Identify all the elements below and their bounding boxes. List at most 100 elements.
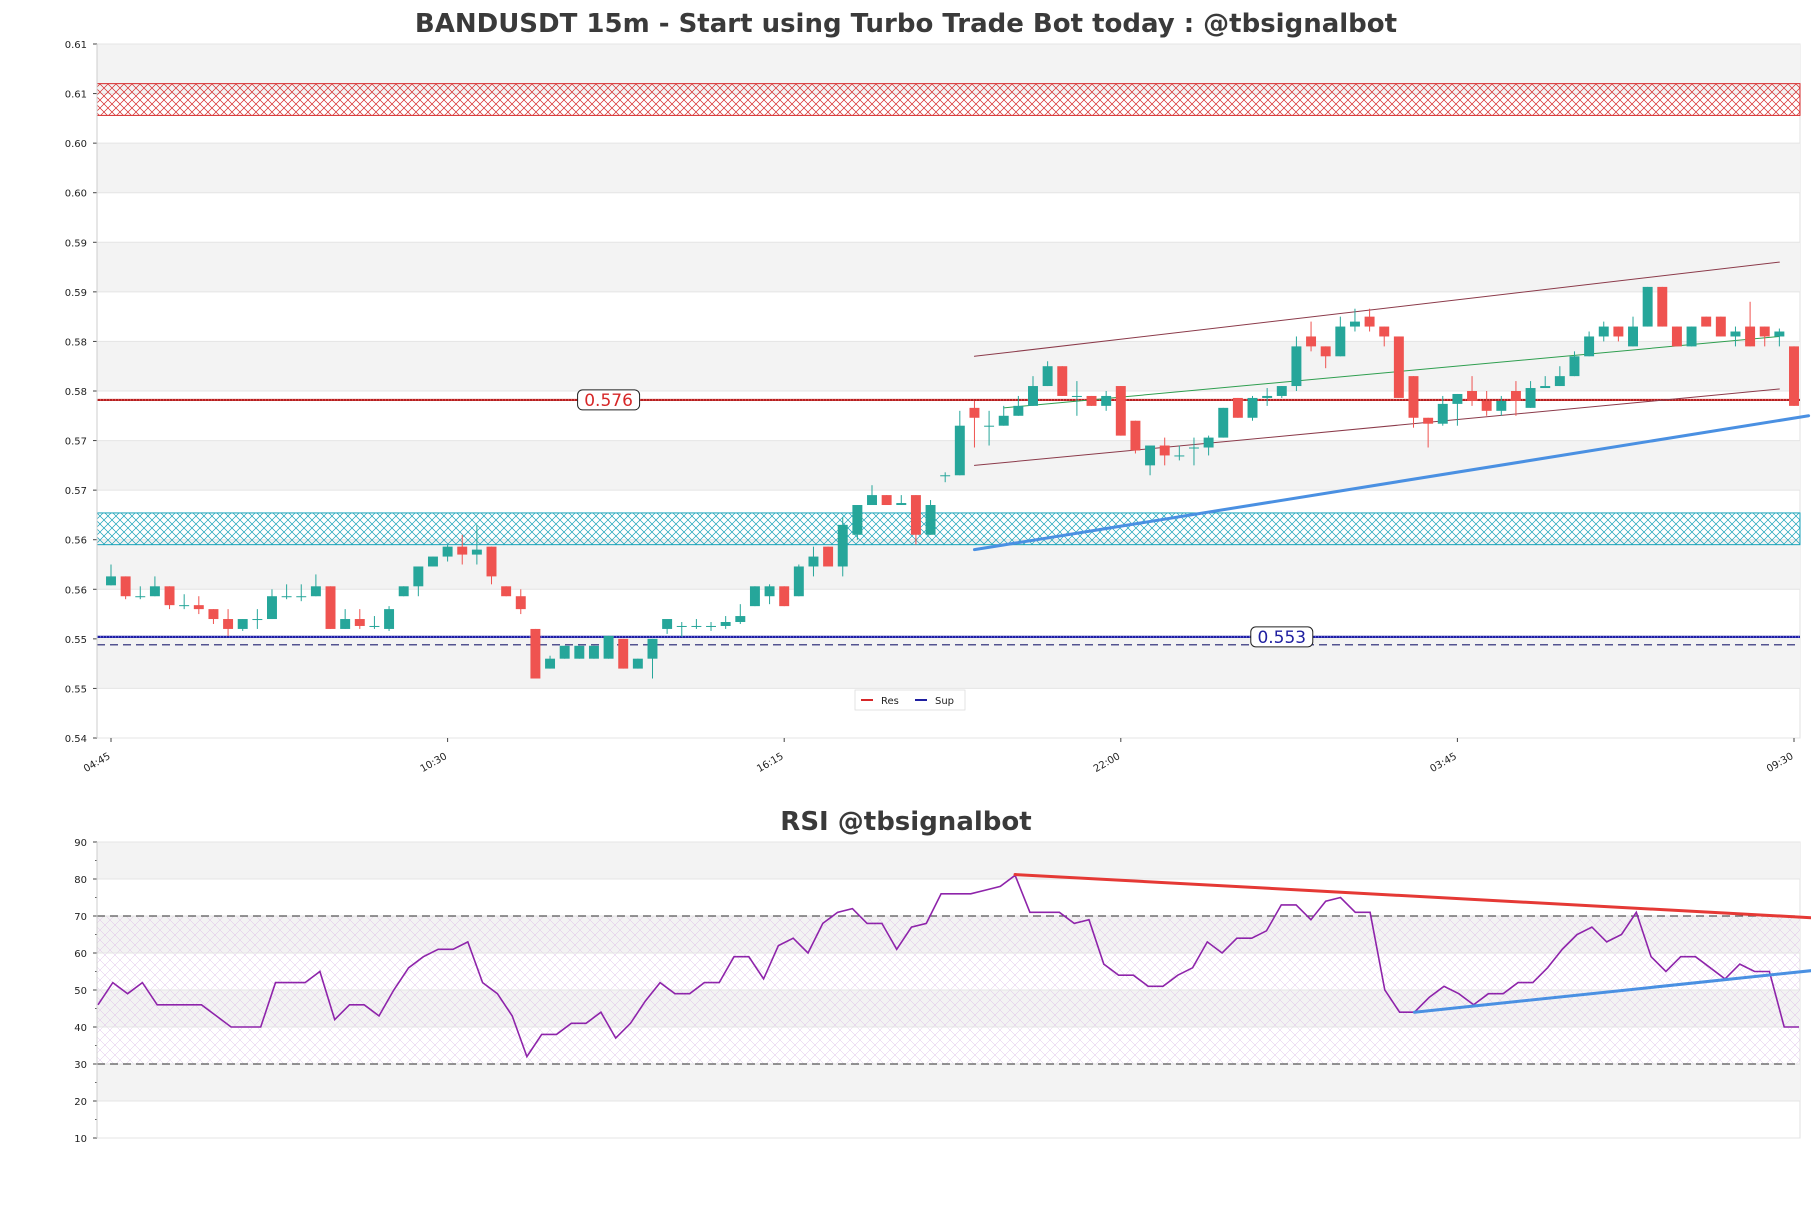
main-y-axis: 0.54 0.55 0.55 0.56 0.56 0.57 0.57 0.58 0.58 0.59…	[65, 40, 98, 745]
candle-body	[501, 586, 512, 597]
candle-body	[1408, 376, 1419, 418]
candle-body	[1013, 405, 1024, 416]
candle	[1715, 316, 1726, 337]
candle-body	[808, 556, 819, 567]
support-zone	[96, 512, 1801, 546]
candle-body	[1437, 403, 1448, 424]
rsi-plot-background	[96, 841, 1801, 1139]
candle	[588, 645, 599, 659]
candle-body	[208, 609, 219, 620]
candle-body	[1701, 316, 1712, 327]
rsi-trendline-1	[1412, 969, 1811, 1014]
candle	[749, 586, 760, 607]
y-tick-label: 0.58	[65, 337, 87, 348]
candle-body	[1759, 326, 1770, 337]
candle	[808, 546, 819, 577]
candle	[1408, 376, 1419, 428]
candle	[340, 609, 351, 629]
main-zones	[96, 83, 1801, 546]
candle	[1276, 386, 1287, 398]
main-grid-band	[97, 143, 1800, 193]
candle-body	[413, 566, 424, 587]
rsi-line	[97, 874, 1799, 1059]
candle-body	[1423, 417, 1434, 424]
candle-body	[354, 619, 365, 626]
candle-body	[296, 596, 307, 598]
candle-body	[588, 645, 599, 659]
candle-body	[1101, 395, 1112, 406]
candle-body	[149, 586, 160, 597]
candle-body	[1496, 400, 1507, 411]
candle-body	[1247, 397, 1258, 418]
candle-body	[1481, 400, 1492, 411]
candle-body	[398, 586, 409, 597]
candle	[823, 546, 834, 567]
candle-body	[1789, 346, 1799, 406]
candle-body	[1598, 326, 1609, 337]
main-x-axis: 04:45 10:30 16:15 22:00 03:45 09:30	[82, 738, 1796, 775]
candle-body	[310, 586, 321, 597]
candle	[135, 586, 146, 600]
candle-body	[720, 622, 731, 626]
candle	[1364, 308, 1375, 332]
candle-body	[1262, 395, 1273, 398]
candle-body	[1584, 336, 1595, 357]
trendline-2	[973, 261, 1780, 357]
candle	[164, 586, 175, 610]
candle	[106, 564, 116, 586]
candle	[1291, 336, 1302, 391]
candle-body	[1364, 316, 1375, 327]
candle-body	[1510, 391, 1521, 401]
candle-body	[1349, 321, 1360, 327]
candle-body	[237, 619, 248, 629]
rsi-guides	[97, 915, 1800, 1065]
y-tick-label: 0.55	[65, 684, 87, 695]
candle-body	[881, 495, 892, 506]
candle-body	[1745, 326, 1756, 347]
candle	[1730, 326, 1741, 347]
support-level-label: 0.553	[1257, 628, 1306, 648]
candle-body	[954, 425, 965, 476]
candle-body	[442, 546, 453, 557]
candle	[1510, 381, 1521, 416]
candle	[208, 609, 219, 624]
candle-body	[925, 505, 936, 535]
candle	[1071, 381, 1082, 416]
candle	[398, 586, 409, 597]
candle-body	[1554, 376, 1565, 387]
candle-body	[1671, 326, 1682, 347]
candle-body	[1613, 326, 1624, 337]
candle-body	[427, 556, 438, 567]
candle-body	[193, 605, 204, 610]
candle-body	[837, 524, 848, 567]
candle	[1789, 346, 1799, 406]
candle-body	[823, 546, 834, 567]
candle	[427, 556, 438, 567]
candle-body	[340, 619, 351, 629]
rsi-trendline-0	[1013, 873, 1811, 920]
y-tick-label: 0.61	[65, 40, 87, 51]
candle	[603, 635, 614, 659]
candle-body	[1203, 437, 1214, 448]
candle	[1613, 326, 1624, 342]
candle-body	[281, 596, 292, 598]
rsi-y-tick-label: 70	[74, 912, 87, 923]
candle-body	[662, 619, 673, 629]
rsi-y-tick-label: 50	[74, 986, 87, 997]
candle-body	[1071, 395, 1082, 397]
x-tick-label: 10:30	[419, 751, 449, 775]
candle	[442, 544, 453, 562]
candle	[1467, 376, 1478, 406]
candle	[940, 472, 951, 483]
candle-body	[749, 586, 760, 607]
candle	[1188, 437, 1199, 466]
candle-body	[1715, 316, 1726, 337]
candle	[1540, 376, 1551, 389]
candle-body	[1540, 386, 1551, 389]
candle	[1745, 301, 1756, 347]
candle	[969, 400, 980, 448]
candle-body	[545, 658, 556, 669]
candle	[647, 638, 658, 679]
candle	[1057, 366, 1068, 396]
candle-body	[1525, 388, 1536, 408]
